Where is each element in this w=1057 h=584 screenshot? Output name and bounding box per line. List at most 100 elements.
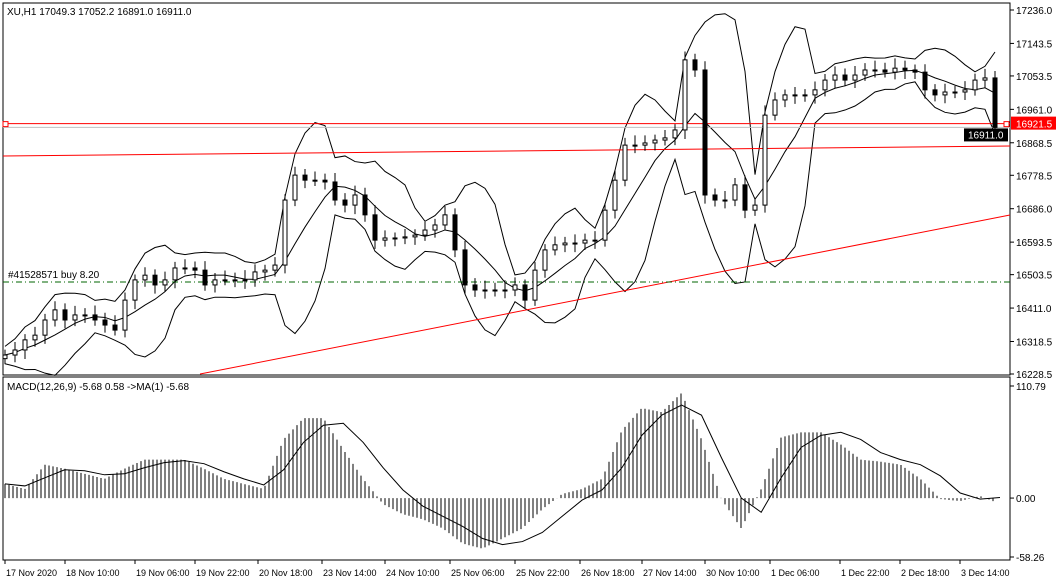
main-pane xyxy=(2,2,1011,376)
candle-body xyxy=(552,244,558,251)
price-axis-label: 16778.5 xyxy=(1016,171,1053,182)
candle-body xyxy=(942,91,948,96)
bid-price-tag xyxy=(964,128,1008,142)
candle-body xyxy=(22,339,28,351)
candle-body xyxy=(732,184,738,201)
candle-body xyxy=(412,234,418,238)
candle-body xyxy=(372,214,378,241)
candle-body xyxy=(282,199,288,266)
time-axis-label: 27 Nov 14:00 xyxy=(643,568,697,578)
candle-body xyxy=(262,269,268,273)
candle-body xyxy=(172,267,178,281)
candle-body xyxy=(712,194,718,201)
candle-body xyxy=(472,284,478,291)
candle-body xyxy=(862,69,868,76)
level-price-label: 16921.5 xyxy=(1016,120,1053,131)
candle-body xyxy=(12,349,18,356)
candle-body xyxy=(512,284,518,291)
candle-body xyxy=(82,314,88,317)
macd-pane xyxy=(2,376,1011,561)
candle-body xyxy=(792,94,798,97)
candle-body xyxy=(132,279,138,301)
candle-body xyxy=(152,274,158,286)
candle-body xyxy=(342,199,348,206)
candle-body xyxy=(632,144,638,147)
candle-body xyxy=(252,271,258,281)
candle-body xyxy=(812,89,818,96)
candle-body xyxy=(692,59,698,71)
candle-body xyxy=(302,174,308,181)
candle-body xyxy=(92,314,98,321)
time-axis-label: 1 Dec 22:00 xyxy=(841,568,890,578)
bollinger-middle-line xyxy=(4,69,996,356)
support-trendline xyxy=(199,214,1011,375)
candle-body xyxy=(612,179,618,211)
level-handle xyxy=(2,121,9,128)
time-axis-label: 18 Nov 10:00 xyxy=(66,568,120,578)
candle-body xyxy=(892,67,898,73)
time-axis-label: 25 Nov 22:00 xyxy=(516,568,570,578)
candle-body xyxy=(602,209,608,241)
macd-axis-label: 110.79 xyxy=(1016,382,1046,393)
candle-body xyxy=(232,279,238,282)
candle-body xyxy=(112,324,118,331)
candle-body xyxy=(662,137,668,141)
candle-body xyxy=(972,79,978,91)
price-axis-label: 16593.5 xyxy=(1016,238,1053,249)
time-axis-label: 3 Dec 14:00 xyxy=(961,568,1010,578)
price-axis-label: 17143.5 xyxy=(1016,39,1053,50)
candle-body xyxy=(392,237,398,240)
price-axis-label: 17053.5 xyxy=(1016,72,1053,83)
candle-body xyxy=(762,114,768,206)
time-axis-label: 17 Nov 2020 xyxy=(6,568,57,578)
macd-axis-label: 0.00 xyxy=(1016,494,1036,505)
candle-body xyxy=(62,309,68,321)
candle-body xyxy=(482,289,488,292)
candle-body xyxy=(822,79,828,91)
time-axis-label: 26 Nov 18:00 xyxy=(581,568,635,578)
candle-body xyxy=(102,319,108,326)
candle-body xyxy=(162,279,168,286)
macd-signal-line xyxy=(4,404,1001,546)
candle-body xyxy=(402,236,408,239)
candle-body xyxy=(592,239,598,242)
candle-body xyxy=(682,59,688,131)
price-axis-label: 16228.5 xyxy=(1016,370,1053,381)
candle-body xyxy=(52,309,58,321)
candle-body xyxy=(42,319,48,336)
time-axis-label: 30 Nov 10:00 xyxy=(706,568,760,578)
resistance-trendline xyxy=(2,145,1011,157)
candle-body xyxy=(492,289,498,292)
level-price-tag xyxy=(1011,116,1056,130)
candle-body xyxy=(2,354,8,360)
candle-body xyxy=(522,284,528,301)
macd-header: MACD(12,26,9) -5.68 0.58 ->MA(1) -5.68 xyxy=(7,382,189,393)
candle-body xyxy=(962,89,968,93)
time-axis-label: 19 Nov 22:00 xyxy=(196,568,250,578)
candle-body xyxy=(772,99,778,116)
candle-body xyxy=(932,89,938,96)
candle-body xyxy=(752,204,758,211)
price-axis-label: 16961.0 xyxy=(1016,105,1053,116)
candle-body xyxy=(142,274,148,281)
price-axis-label: 16318.5 xyxy=(1016,337,1053,348)
macd-axis-label: -58.26 xyxy=(1016,553,1045,564)
candle-body xyxy=(322,179,328,183)
bollinger-upper-line xyxy=(4,13,996,347)
time-axis-label: 25 Nov 06:00 xyxy=(451,568,505,578)
candle-body xyxy=(202,269,208,286)
candle-body xyxy=(362,194,368,216)
candle-body xyxy=(992,77,998,128)
candle-body xyxy=(312,179,318,182)
candle-body xyxy=(212,279,218,286)
candle-body xyxy=(452,214,458,251)
candle-body xyxy=(192,267,198,271)
candle-body xyxy=(912,69,918,73)
candle-body xyxy=(542,249,548,271)
candle-body xyxy=(952,91,958,94)
candle-body xyxy=(832,74,838,81)
price-axis-label: 17236.0 xyxy=(1016,6,1053,17)
time-axis-label: 19 Nov 06:00 xyxy=(136,568,190,578)
candle-body xyxy=(72,314,78,321)
